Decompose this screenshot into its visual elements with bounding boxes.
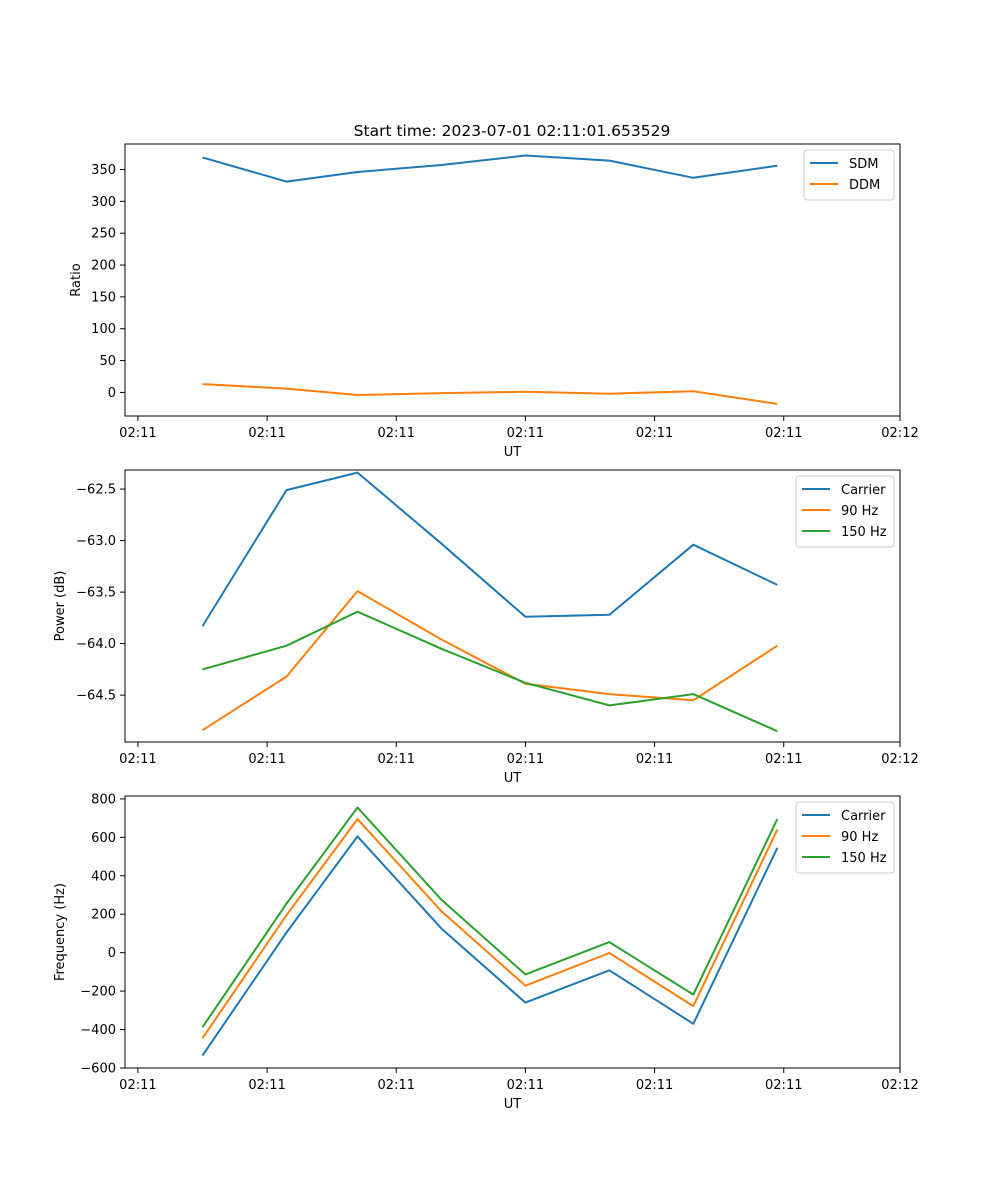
y-tick-label: −200 bbox=[80, 985, 116, 1000]
y-tick-label: 200 bbox=[91, 259, 116, 274]
x-tick-label: 02:11 bbox=[119, 752, 156, 767]
x-tick-label: 02:11 bbox=[636, 752, 673, 767]
series-line-90-hz bbox=[201, 818, 779, 1039]
y-tick-label: −63.5 bbox=[76, 586, 116, 601]
legend-label: 150 Hz bbox=[841, 525, 887, 540]
x-axis-label: UT bbox=[504, 1097, 522, 1112]
frequency-panel: 02:11 02:11 02:11 02:11 02:11 02:11 02:12 −600 −… bbox=[53, 792, 919, 1112]
legend-label: Carrier bbox=[841, 483, 886, 498]
x-tick-label: 02:11 bbox=[507, 1078, 544, 1093]
power-panel: 02:11 02:11 02:11 02:11 02:11 02:11 02:12 −64.5… bbox=[53, 469, 919, 786]
x-tick-label: 02:12 bbox=[881, 1078, 918, 1093]
legend-label: SDM bbox=[849, 157, 878, 172]
legend: Carrier 90 Hz 150 Hz bbox=[795, 475, 895, 548]
series-line-carrier bbox=[201, 835, 779, 1057]
x-tick-label: 02:11 bbox=[248, 426, 285, 441]
x-tick-label: 02:11 bbox=[507, 752, 544, 767]
x-tick-label: 02:11 bbox=[378, 1078, 415, 1093]
y-tick-label: 50 bbox=[99, 354, 116, 369]
x-tick-label: 02:11 bbox=[765, 426, 802, 441]
y-tick-label: −64.5 bbox=[76, 689, 116, 704]
x-tick-label: 02:11 bbox=[119, 1078, 156, 1093]
figure-title: Start time: 2023-07-01 02:11:01.653529 bbox=[354, 122, 671, 140]
y-tick-label: 0 bbox=[108, 946, 116, 961]
x-axis-label: UT bbox=[504, 445, 522, 460]
y-axis-label: Power (dB) bbox=[53, 571, 68, 642]
series-line-sdm bbox=[202, 154, 778, 183]
series-line-150-hz bbox=[201, 806, 779, 1028]
y-axis-label: Ratio bbox=[69, 263, 84, 296]
y-tick-label: 150 bbox=[91, 290, 116, 305]
x-tick-label: 02:11 bbox=[765, 1078, 802, 1093]
y-tick-label: 100 bbox=[91, 322, 116, 337]
x-tick-label: 02:12 bbox=[881, 426, 918, 441]
x-tick-label: 02:11 bbox=[378, 752, 415, 767]
axes-frame bbox=[124, 469, 901, 743]
legend-label: Carrier bbox=[841, 809, 886, 824]
y-tick-label: −600 bbox=[80, 1062, 116, 1077]
axes-frame bbox=[124, 795, 901, 1069]
x-tick-label: 02:11 bbox=[765, 752, 802, 767]
subplots: 02:11 02:11 02:11 02:11 02:11 02:11 02:12 0 50 10… bbox=[53, 143, 919, 1112]
y-tick-label: 250 bbox=[91, 227, 116, 242]
legend-label: 90 Hz bbox=[841, 504, 878, 519]
y-axis-label: Frequency (Hz) bbox=[53, 883, 68, 981]
legend-label: 150 Hz bbox=[841, 851, 887, 866]
x-tick-label: 02:11 bbox=[636, 1078, 673, 1093]
y-tick-label: −62.5 bbox=[76, 483, 116, 498]
x-tick-label: 02:12 bbox=[881, 752, 918, 767]
series-line-90-hz bbox=[201, 590, 778, 732]
legend-label: 90 Hz bbox=[841, 830, 878, 845]
legend-label: DDM bbox=[849, 178, 880, 193]
series-line-carrier bbox=[201, 471, 778, 627]
axes-frame bbox=[124, 143, 901, 417]
y-tick-label: 0 bbox=[108, 386, 116, 401]
legend-box bbox=[795, 801, 895, 874]
x-tick-label: 02:11 bbox=[119, 426, 156, 441]
x-tick-label: 02:11 bbox=[636, 426, 673, 441]
y-tick-label: 300 bbox=[91, 195, 116, 210]
y-tick-label: −400 bbox=[80, 1023, 116, 1038]
ratio-panel: 02:11 02:11 02:11 02:11 02:11 02:11 02:12 0 50 10… bbox=[69, 143, 919, 460]
y-tick-label: 200 bbox=[91, 908, 116, 923]
x-tick-label: 02:11 bbox=[248, 1078, 285, 1093]
y-tick-label: 400 bbox=[91, 869, 116, 884]
series-line-ddm bbox=[202, 383, 778, 405]
legend: Carrier 90 Hz 150 Hz bbox=[795, 801, 895, 874]
x-tick-label: 02:11 bbox=[248, 752, 285, 767]
y-tick-label: 600 bbox=[91, 831, 116, 846]
x-tick-label: 02:11 bbox=[378, 426, 415, 441]
y-tick-label: 350 bbox=[91, 163, 116, 178]
y-tick-label: −64.0 bbox=[76, 637, 116, 652]
series-line-150-hz bbox=[202, 610, 778, 733]
x-tick-label: 02:11 bbox=[507, 426, 544, 441]
y-tick-label: 800 bbox=[91, 792, 116, 807]
legend-box bbox=[795, 475, 895, 548]
y-tick-label: −63.0 bbox=[76, 534, 116, 549]
x-axis-label: UT bbox=[504, 771, 522, 786]
legend: SDM DDM bbox=[803, 149, 895, 201]
